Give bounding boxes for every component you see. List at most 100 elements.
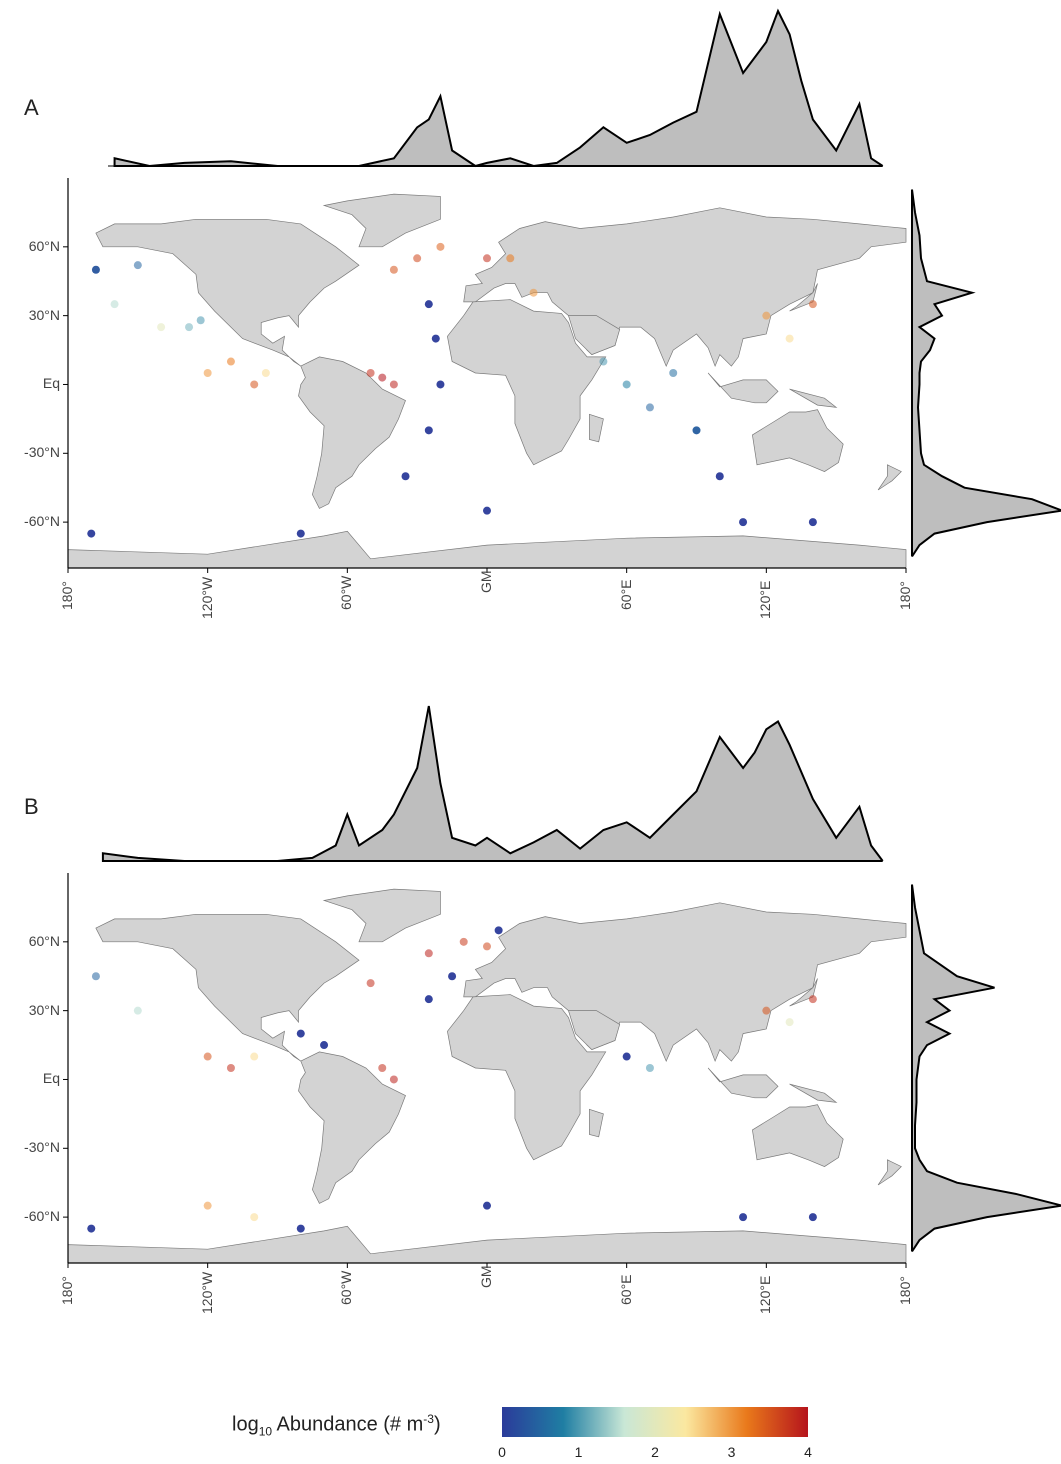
land-polygon [568,315,621,356]
y-density-curve [911,884,1061,1253]
data-point [250,380,259,389]
data-point [378,1064,387,1072]
data-point [91,972,100,981]
data-point [203,1052,212,1061]
data-point [483,1201,491,1210]
land-polygon [789,388,838,408]
data-point [226,1064,235,1072]
x-tick-label: 180° [59,581,75,610]
panel-b-label: B [24,794,39,819]
colorbar-rect [502,1407,808,1437]
data-point [483,942,491,951]
land-polygon [877,1159,902,1186]
data-point [692,426,701,435]
data-point [91,265,100,274]
x-density-curve [113,8,884,168]
land-polygon [67,1225,907,1264]
data-point [320,1041,329,1050]
x-density-curve [101,705,884,862]
data-point [296,529,305,538]
data-point [506,254,515,263]
data-point [401,472,410,481]
data-point [87,529,96,538]
data-point [436,242,445,251]
data-point [599,357,608,366]
panel-a-label: A [24,95,39,120]
data-point [296,1029,305,1038]
x-tick-label: 180° [897,1276,913,1305]
legend-tick-label: 3 [727,1444,736,1460]
data-point [739,1213,748,1222]
data-point [203,369,212,377]
legend-title: log10 Abundance (# m-3) [232,1412,441,1439]
x-tick-label: 120°W [198,576,215,619]
data-point [424,995,433,1004]
land-layer [67,193,907,569]
data-point [529,288,538,297]
land-polygon [589,1108,604,1138]
land-polygon [707,372,779,404]
legend-tick-label: 4 [804,1444,812,1460]
data-point [226,357,235,366]
data-point [669,369,678,377]
land-polygon [95,913,360,1062]
y-tick-label: -60°N [24,1208,60,1225]
data-point [762,311,771,320]
data-point [459,937,468,946]
land-polygon [95,218,360,367]
y-tick-label: Eq [42,1070,60,1087]
x-tick-label: 60°W [338,575,355,610]
data-point [622,1052,631,1061]
data-point [762,1006,771,1015]
land-polygon [447,994,607,1161]
data-point [431,334,440,343]
x-tick-label: 180° [59,1276,75,1305]
y-tick-label: 30°N [28,1001,60,1018]
data-point [250,1213,259,1222]
legend-title-sup: -3 [423,1412,434,1426]
x-tick-label: 120°E [757,580,774,619]
land-polygon [752,409,844,472]
data-point [785,334,794,343]
data-point [808,995,817,1004]
land-polygon [568,1010,621,1051]
points-layer [87,242,817,538]
legend-tick-label: 1 [574,1444,583,1460]
land-polygon [789,1083,838,1103]
data-point [110,300,119,309]
legend-title-log: log [232,1413,259,1436]
data-point [133,261,142,270]
legend-title-suffix: ) [433,1413,441,1436]
legend-colorbar [502,1407,808,1437]
data-point [87,1224,96,1233]
y-density-curve [911,189,1061,558]
land-polygon [707,1067,779,1099]
y-tick-label: -60°N [24,513,60,530]
data-point [436,380,445,389]
data-point [808,1213,817,1222]
data-point [483,506,491,515]
data-point [261,369,270,377]
legend-tick-label: 2 [651,1444,659,1460]
data-point [296,1224,305,1233]
x-tick-label: GM [478,570,494,593]
x-tick-label: 180° [897,581,913,610]
land-polygon [322,888,441,943]
land-layer [67,888,907,1264]
land-polygon [298,1051,406,1204]
x-tick-label: GM [478,1265,494,1288]
data-point [366,369,375,377]
y-tick-label: 30°N [28,306,60,323]
legend-title-sub: 10 [258,1424,273,1439]
data-point [715,472,724,481]
data-point [785,1018,794,1027]
y-tick-label: 60°N [28,932,60,949]
data-point [739,518,748,527]
y-tick-label: -30°N [24,444,60,461]
data-point [808,518,817,527]
data-point [185,323,194,332]
land-polygon [589,413,604,443]
data-point [494,926,503,935]
land-polygon [877,464,902,491]
panel-b-map [63,705,1061,1268]
